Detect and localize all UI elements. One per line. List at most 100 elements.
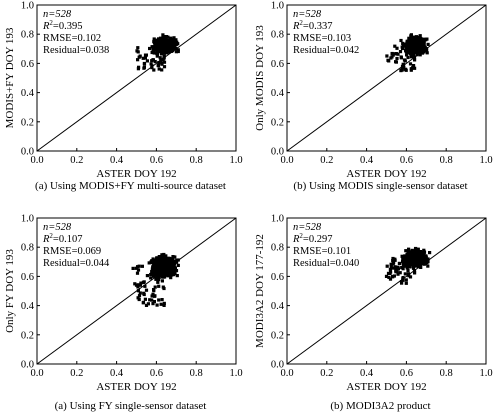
data-point: [401, 276, 405, 280]
data-point: [398, 271, 402, 275]
x-tick-label: 0.2: [70, 368, 83, 379]
plot-frame: [36, 217, 237, 365]
data-point: [412, 55, 417, 59]
data-point: [151, 292, 155, 296]
data-point: [407, 274, 411, 278]
data-point: [418, 37, 422, 41]
data-point: [401, 278, 405, 282]
stat-r2-symbol: R: [292, 21, 300, 32]
data-point: [171, 262, 176, 266]
data-point: [163, 264, 168, 268]
stat-n: n=528: [43, 222, 72, 233]
y-tick-label: 0.0: [21, 147, 34, 158]
data-point: [136, 289, 140, 293]
data-point: [156, 64, 160, 68]
data-point: [409, 46, 413, 50]
data-point: [148, 46, 152, 51]
x-tick-label: 0.0: [280, 155, 293, 166]
data-point: [169, 38, 173, 42]
data-point: [138, 283, 142, 287]
data-point: [415, 261, 419, 265]
data-point: [413, 58, 417, 62]
data-point: [393, 44, 397, 48]
x-tick-label: 1.0: [229, 155, 242, 166]
data-point: [175, 274, 179, 278]
data-point: [163, 40, 168, 44]
data-point: [423, 261, 427, 266]
data-point: [176, 263, 180, 267]
data-point: [406, 264, 410, 268]
x-axis-label: ASTER DOY 192: [96, 381, 176, 393]
data-point: [136, 46, 140, 50]
data-point: [159, 271, 163, 275]
data-point: [141, 56, 145, 60]
data-point: [424, 254, 428, 258]
stat-r2: R2=0.337: [292, 19, 332, 32]
stat-r2-superscript: 2: [49, 19, 53, 27]
data-point: [401, 256, 405, 260]
data-point: [159, 39, 163, 43]
data-point: [151, 259, 155, 263]
data-point: [411, 261, 415, 265]
data-point: [400, 254, 404, 258]
data-point: [154, 277, 159, 281]
x-tick-label: 0.6: [150, 368, 163, 379]
data-point: [161, 42, 165, 46]
stat-n: n=528: [293, 222, 322, 233]
data-point: [144, 288, 149, 292]
data-point: [409, 50, 413, 54]
y-tick-label: 0.8: [271, 30, 284, 41]
stat-n: n=528: [293, 9, 322, 20]
data-point: [158, 265, 162, 269]
data-point: [389, 56, 393, 60]
data-point: [406, 256, 410, 260]
data-point: [408, 255, 412, 259]
data-point: [393, 257, 397, 261]
stat-r2-superscript: 2: [299, 232, 303, 240]
data-point: [153, 258, 157, 262]
data-point: [153, 44, 157, 48]
x-tick-label: 0.8: [440, 368, 453, 379]
data-point: [150, 66, 154, 70]
data-point: [407, 38, 411, 42]
stat-rmse: RMSE=0.101: [293, 246, 351, 257]
stat-residual: Residual=0.040: [293, 258, 359, 269]
data-point: [395, 56, 399, 61]
panel-caption: (a) Using MODIS+FY multi-source dataset: [35, 180, 226, 192]
data-point: [149, 276, 153, 280]
data-point: [138, 291, 142, 295]
data-point: [408, 275, 413, 279]
data-point: [385, 264, 389, 268]
y-tick-label: 1.0: [271, 1, 284, 12]
data-point: [413, 66, 417, 70]
x-tick-label: 0.2: [70, 155, 83, 166]
one-to-one-line: [286, 4, 487, 152]
stat-r2-value: =0.395: [53, 21, 83, 32]
data-point: [409, 261, 413, 265]
data-point: [412, 269, 417, 273]
data-point: [388, 267, 392, 271]
data-point: [413, 44, 417, 48]
scatter-points: [385, 33, 430, 73]
data-point: [413, 37, 417, 41]
data-point: [416, 250, 420, 254]
data-point: [419, 256, 423, 260]
data-point: [419, 43, 424, 47]
stat-r2-symbol: R: [42, 21, 50, 32]
data-point: [384, 274, 389, 278]
x-tick-label: 0.0: [280, 368, 293, 379]
data-point: [385, 54, 389, 58]
data-point: [153, 38, 157, 42]
data-point: [160, 62, 164, 66]
x-tick-label: 0.6: [150, 155, 163, 166]
data-point: [159, 273, 164, 277]
x-tick-label: 0.6: [400, 368, 413, 379]
data-point: [152, 68, 156, 72]
data-point: [146, 302, 150, 306]
data-point: [406, 262, 410, 266]
data-point: [172, 36, 176, 40]
x-tick-label: 0.4: [360, 155, 374, 166]
plot-frame: [286, 4, 487, 152]
data-point: [159, 268, 163, 272]
y-tick-label: 0.6: [271, 272, 284, 283]
